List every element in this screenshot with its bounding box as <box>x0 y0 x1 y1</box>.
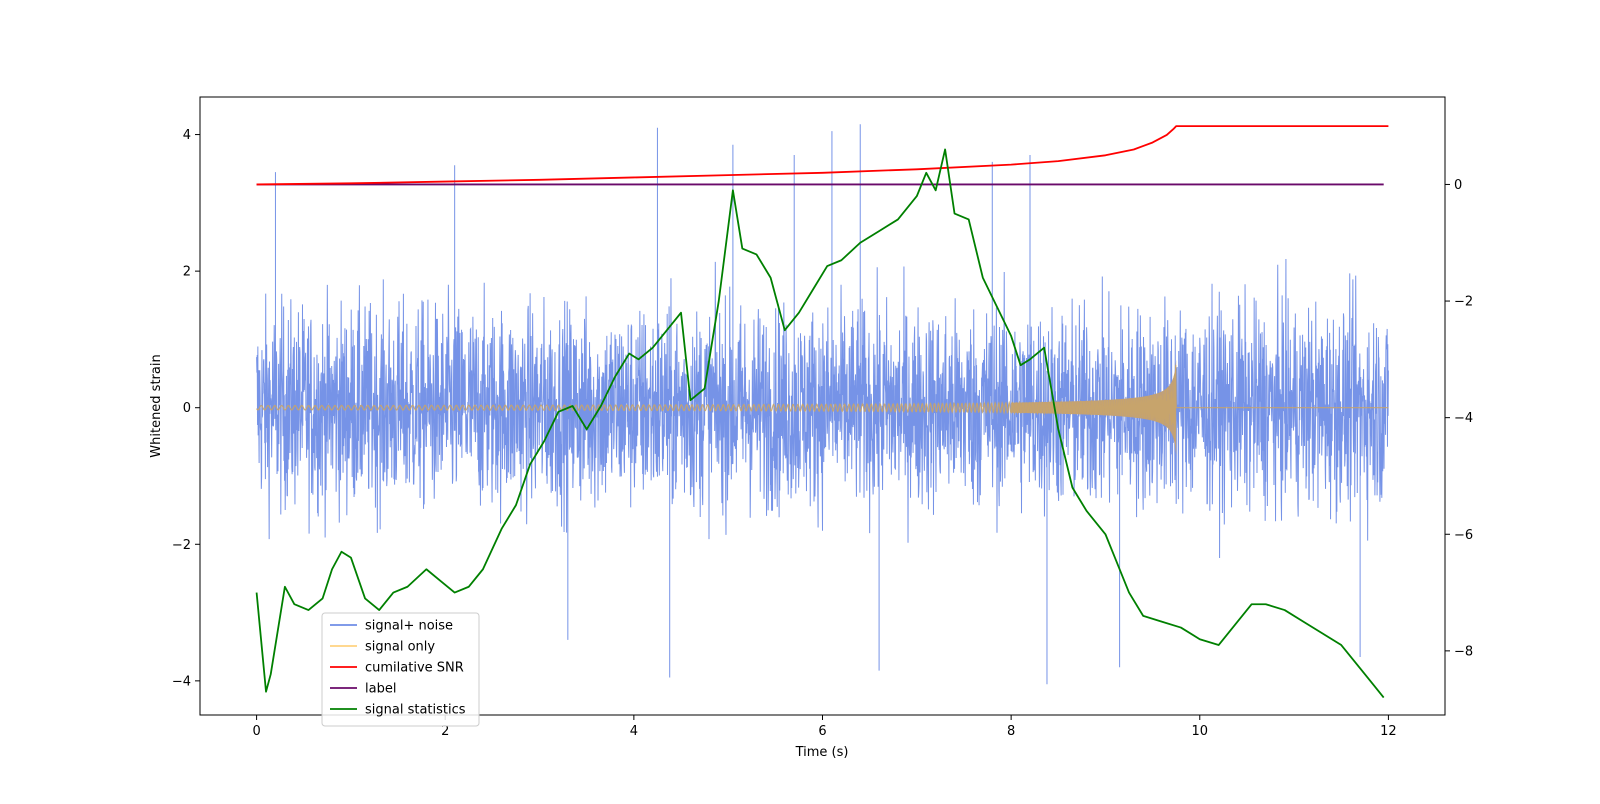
x-tick-label: 10 <box>1191 724 1208 739</box>
series-line-signal-statistics <box>255 148 1385 699</box>
x-tick-label: 12 <box>1380 724 1397 739</box>
legend: signal+ noise signal only cumilative SNR la… <box>321 612 480 727</box>
x-tick-label: 6 <box>818 724 826 739</box>
legend-label: signal+ noise <box>365 619 453 634</box>
y2-tick-label: −6 <box>1454 528 1473 543</box>
y2-tick-label: −2 <box>1454 295 1473 310</box>
y-tick-label: 4 <box>183 128 191 143</box>
y-tick-label: −4 <box>172 674 191 689</box>
legend-label: signal only <box>365 640 435 655</box>
series-line-signal-only <box>256 365 1389 439</box>
y-axis-label: Whitened strain <box>149 354 164 457</box>
x-tick-label: 8 <box>1007 724 1015 739</box>
y2-tick-label: 0 <box>1454 178 1462 193</box>
x-tick-label: 2 <box>441 724 449 739</box>
legend-box <box>321 612 480 727</box>
y-tick-label: 2 <box>183 265 191 280</box>
legend-label: signal statistics <box>365 703 466 718</box>
x-axis-label: Time (s) <box>795 745 849 760</box>
y2-tick-label: −4 <box>1454 411 1473 426</box>
legend-label: label <box>365 682 396 697</box>
x-tick-label: 0 <box>252 724 260 739</box>
series-line-signal-noise <box>256 124 1389 685</box>
legend-label: cumilative SNR <box>365 661 464 676</box>
axis-layer: 0 2 4 6 8 10 12 −4 −2 0 2 4 −8 −6 −4 −2 0 <box>172 128 1473 739</box>
plot-layer <box>255 124 1389 699</box>
y-tick-label: 0 <box>183 401 191 416</box>
x-tick-label: 4 <box>630 724 638 739</box>
y-tick-label: −2 <box>172 538 191 553</box>
y2-tick-label: −8 <box>1454 644 1473 659</box>
series-line-cumilative-snr <box>256 125 1389 186</box>
